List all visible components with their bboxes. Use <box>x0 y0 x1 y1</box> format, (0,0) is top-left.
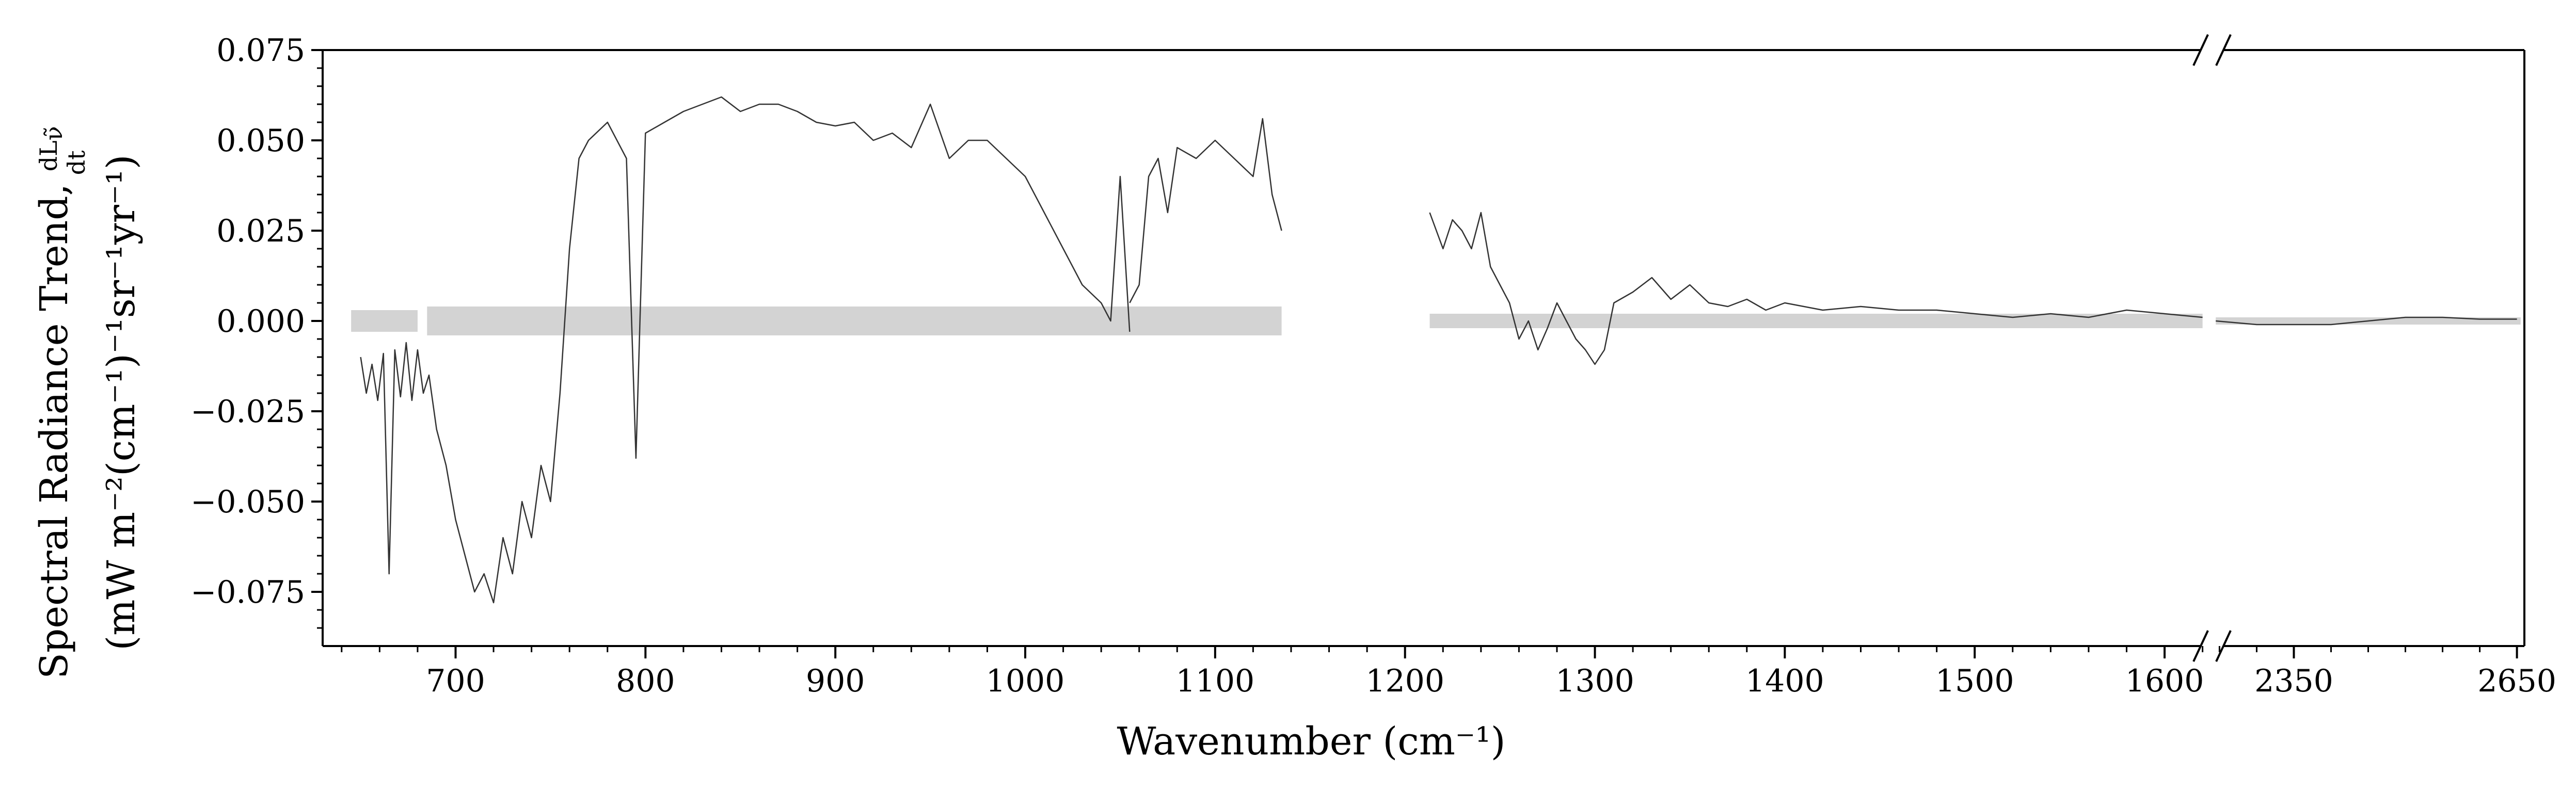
trend-line-segment-0 <box>360 96 1131 604</box>
x-tick-label-1-0: 2350 <box>2254 663 2333 699</box>
y-tick-label-4: 0.025 <box>216 213 305 249</box>
axis-break-mark-1-1 <box>2215 34 2232 66</box>
x-tick-label-0-9: 1600 <box>2125 663 2204 699</box>
x-tick-label-1-1: 2650 <box>2477 663 2556 699</box>
x-tick-label-0-5: 1200 <box>1365 663 1444 699</box>
x-axis-title: Wavenumber (cm⁻¹) <box>1117 719 1506 764</box>
x-tick-label-0-4: 1100 <box>1175 663 1254 699</box>
trend-line-segment-3 <box>2216 316 2517 326</box>
y-axis-title: Spectral Radiance Trend, dLν̃ dt (mW m⁻²(… <box>32 126 144 679</box>
x-tick-label-0-2: 900 <box>806 663 865 699</box>
trend-line-segment-1 <box>1129 118 1282 303</box>
x-tick-label-0-1: 800 <box>616 663 675 699</box>
x-tick-label-0-8: 1500 <box>1935 663 2014 699</box>
band-segment-2 <box>1429 314 2203 328</box>
y-tick-label-6: 0.075 <box>216 33 305 69</box>
y-axis-title-fraction-num: dL <box>35 140 62 171</box>
y-axis-title-main: Spectral Radiance Trend, <box>32 171 76 679</box>
x-tick-label-0-3: 1000 <box>986 663 1065 699</box>
y-axis-title-line2: (mW m⁻²(cm⁻¹)⁻¹sr⁻¹yr⁻¹) <box>99 154 144 650</box>
plot-layer <box>351 96 2521 604</box>
y-axis-title-line1: Spectral Radiance Trend, dLν̃ dt <box>32 126 90 679</box>
band-segment-1 <box>427 307 1282 335</box>
x-tick-label-0-0: 700 <box>426 663 485 699</box>
x-tick-label-0-6: 1300 <box>1555 663 1634 699</box>
axis-break-mark-0-1 <box>2215 630 2232 662</box>
y-tick-label-3: 0.000 <box>216 303 305 340</box>
band-segment-0 <box>351 310 418 332</box>
y-tick-label-0: −0.075 <box>190 574 305 610</box>
y-tick-label-5: 0.050 <box>216 123 305 159</box>
x-tick-label-0-7: 1400 <box>1745 663 1824 699</box>
axis-break-mark-1-0 <box>2192 34 2209 66</box>
axes-layer: −0.075 −0.050 −0.025 0.000 0.025 0.050 0.075 70… <box>190 33 2556 699</box>
y-axis-title-fraction-den: dt <box>62 150 90 175</box>
y-tick-label-1: −0.050 <box>190 484 305 520</box>
y-tick-label-2: −0.025 <box>190 394 305 430</box>
trend-line-segment-2 <box>1429 212 2203 365</box>
axis-break-mark-0-0 <box>2192 630 2209 662</box>
y-axis-title-fraction-sub: ν̃ <box>40 126 68 140</box>
